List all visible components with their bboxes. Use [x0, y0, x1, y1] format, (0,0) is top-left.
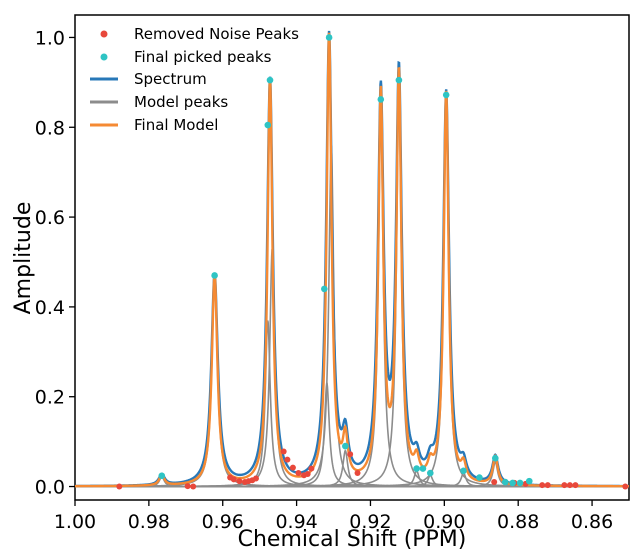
legend-label-model-peaks: Model peaks	[134, 93, 228, 111]
x-tick-label: 0.94	[275, 511, 317, 533]
picked-peak-point	[321, 285, 328, 293]
y-tick-label: 0.6	[35, 207, 65, 229]
y-tick-label: 0.8	[35, 117, 65, 139]
legend: Removed Noise Peaks Final picked peaks S…	[90, 25, 299, 134]
picked-peak-point	[460, 467, 467, 475]
removed-noise-point	[539, 482, 546, 489]
x-tick-label: 0.98	[128, 511, 170, 533]
markers	[116, 34, 629, 490]
legend-marker-picked-peaks	[100, 53, 108, 61]
legend-label-picked-peaks: Final picked peaks	[134, 48, 272, 66]
ticks: 1.00 0.98 0.96 0.94 0.92 0.90 0.88 0.86 0.0 0.2 0.…	[35, 27, 613, 533]
picked-peak-point	[377, 96, 385, 103]
legend-marker-removed-noise	[100, 30, 108, 38]
removed-noise-point	[295, 470, 302, 477]
removed-noise-point	[230, 476, 237, 483]
x-axis-title: Chemical Shift (PPM)	[238, 527, 467, 550]
final-model-line	[75, 32, 629, 488]
removed-noise-point	[354, 470, 361, 477]
model-peak-line	[75, 248, 629, 488]
model-peak-line	[75, 99, 629, 488]
removed-noise-point	[289, 464, 296, 471]
x-tick-label: 1.00	[54, 511, 96, 533]
plot-frame	[74, 14, 630, 501]
removed-noise-point	[308, 465, 315, 472]
picked-peak-point	[476, 474, 483, 481]
removed-noise-point	[236, 478, 243, 485]
picked-peak-point	[266, 76, 274, 84]
model-peak-line	[75, 382, 629, 488]
model-peak-line	[75, 118, 629, 488]
x-tick-label: 0.90	[423, 511, 465, 533]
x-tick-label: 0.86	[571, 511, 613, 533]
picked-peak-point	[158, 472, 166, 480]
removed-noise-point	[622, 483, 629, 490]
y-tick-label: 1.0	[35, 27, 65, 49]
x-tick-label: 0.92	[349, 511, 391, 533]
removed-noise-point	[566, 482, 573, 489]
picked-peak-point	[413, 465, 420, 472]
removed-noise-point	[184, 483, 191, 490]
picked-peak-point	[501, 478, 509, 486]
removed-noise-point	[280, 448, 287, 455]
legend-label-removed-noise: Removed Noise Peaks	[134, 25, 299, 43]
y-tick-label: 0.4	[35, 297, 65, 319]
legend-label-spectrum: Spectrum	[134, 70, 207, 88]
picked-peak-point	[395, 76, 403, 84]
picked-peak-point	[211, 272, 218, 279]
removed-noise-point	[572, 482, 579, 489]
picked-peak-point	[426, 469, 434, 477]
picked-peak-point	[442, 91, 450, 99]
picked-peak-point	[419, 465, 427, 472]
picked-peak-point	[525, 477, 533, 485]
picked-peak-point	[342, 442, 349, 450]
y-tick-label: 0.2	[35, 387, 65, 409]
removed-noise-point	[491, 479, 498, 486]
y-axis-title: Amplitude	[11, 202, 36, 315]
model-peak-line	[75, 320, 629, 488]
picked-peak-point	[516, 479, 524, 487]
removed-noise-point	[304, 470, 311, 477]
traces	[75, 30, 630, 488]
x-tick-label: 0.96	[202, 511, 244, 533]
removed-noise-point	[544, 482, 551, 489]
y-tick-label: 0.0	[35, 477, 65, 499]
picked-peak-point	[492, 454, 499, 462]
picked-peak-point	[264, 121, 272, 129]
removed-noise-point	[347, 451, 354, 458]
removed-noise-point	[284, 456, 291, 463]
picked-peak-point	[509, 479, 516, 487]
removed-noise-point	[116, 483, 123, 490]
removed-noise-point	[252, 475, 259, 482]
model-peak-line	[75, 109, 629, 488]
picked-peak-point	[325, 34, 333, 41]
legend-label-final-model: Final Model	[134, 116, 218, 134]
removed-noise-point	[561, 482, 568, 489]
x-tick-label: 0.88	[497, 511, 539, 533]
model-peak-line	[75, 145, 629, 488]
removed-noise-point	[190, 483, 197, 490]
